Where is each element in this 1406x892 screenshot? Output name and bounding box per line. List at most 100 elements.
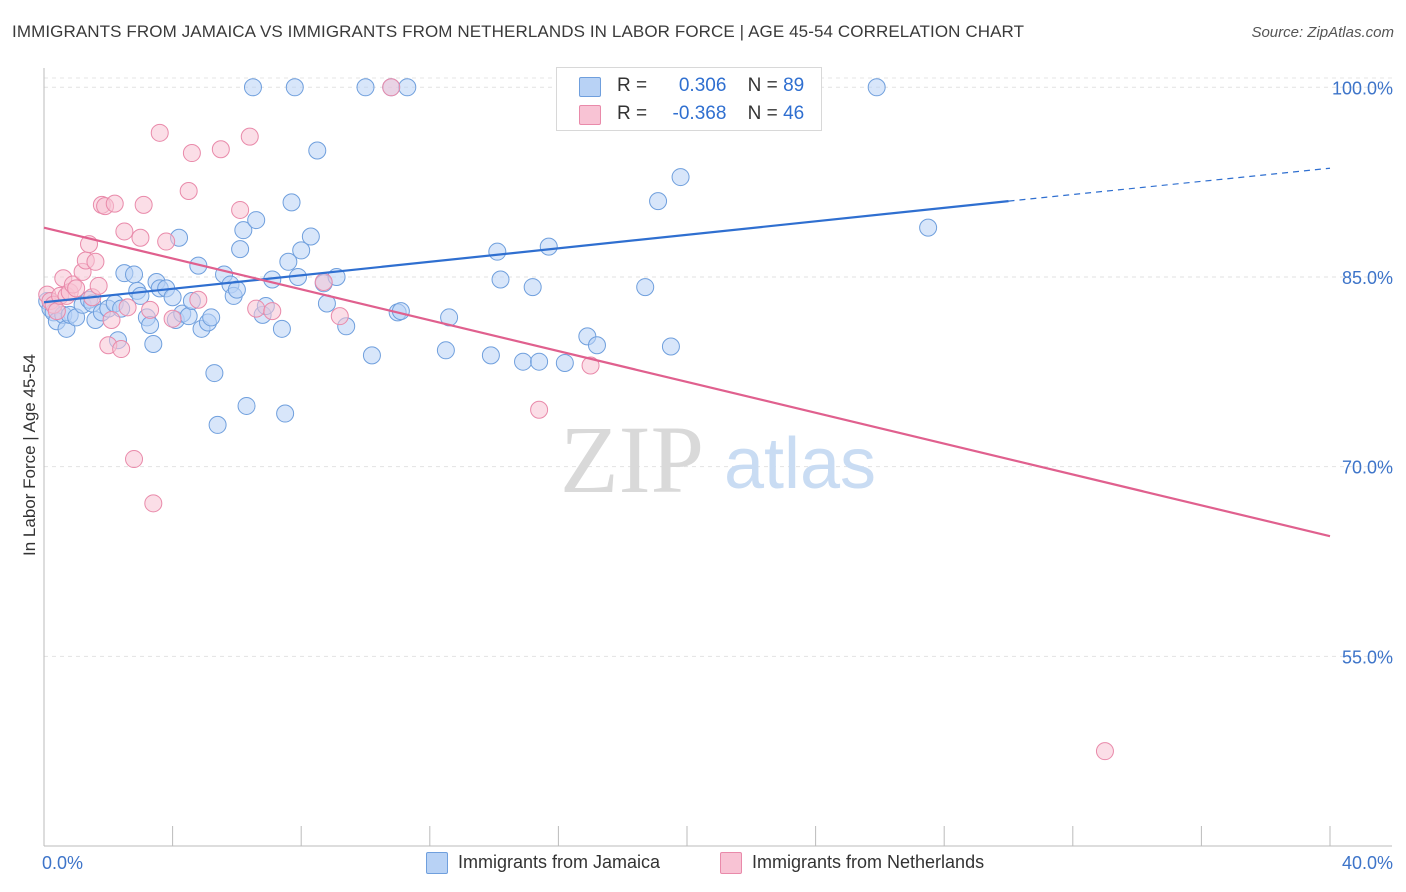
watermark: ZIP atlas (560, 406, 876, 513)
point-netherlands (150, 123, 169, 142)
point-jamaica (272, 319, 291, 338)
point-netherlands (102, 310, 121, 329)
point-netherlands (112, 340, 131, 359)
watermark-atlas: atlas (724, 424, 876, 504)
point-jamaica (919, 218, 938, 237)
tick-labels: 55.0% 70.0% 85.0% 100.0% 0.0% 40.0% (42, 78, 1393, 873)
point-netherlands (240, 127, 259, 146)
point-netherlands (144, 494, 163, 513)
y-axis-label: In Labor Force | Age 45-54 (20, 354, 39, 556)
point-jamaica (179, 307, 198, 326)
point-netherlands (1095, 742, 1114, 761)
y-tick-label: 85.0% (1342, 268, 1393, 288)
point-netherlands (67, 279, 86, 298)
legend-n-value-netherlands: 46 (783, 103, 805, 124)
point-jamaica (231, 240, 250, 259)
point-netherlands (231, 200, 250, 219)
point-netherlands (105, 194, 124, 213)
point-jamaica (301, 227, 320, 246)
point-jamaica (285, 78, 304, 97)
y-tick-label: 70.0% (1342, 458, 1393, 478)
point-jamaica (649, 192, 668, 211)
point-netherlands (247, 299, 266, 318)
point-jamaica (661, 337, 680, 356)
grid-lines (44, 77, 1392, 657)
point-jamaica (234, 221, 253, 240)
point-netherlands (89, 276, 108, 295)
trend-line-jamaica (43, 200, 1009, 304)
correlation-legend: R = 0.306 N = 89 R = -0.368 N = 46 (556, 67, 822, 131)
point-netherlands (163, 309, 182, 328)
point-jamaica (514, 352, 533, 371)
point-jamaica (398, 78, 417, 97)
point-jamaica (488, 242, 507, 261)
point-jamaica (243, 78, 262, 97)
point-netherlands (86, 252, 105, 271)
point-netherlands (382, 78, 401, 97)
legend-r-label: R = (617, 75, 648, 96)
point-netherlands (157, 232, 176, 251)
point-jamaica (202, 308, 221, 327)
watermark-zip: ZIP (560, 406, 704, 513)
bottom-legend-label-netherlands: Immigrants from Netherlands (752, 852, 985, 872)
point-jamaica (539, 237, 558, 256)
point-jamaica (587, 336, 606, 355)
point-jamaica (141, 316, 160, 335)
point-netherlands (125, 450, 144, 469)
point-jamaica (436, 341, 455, 360)
point-netherlands (189, 290, 208, 309)
point-jamaica (144, 334, 163, 353)
x-tick-label: 0.0% (42, 853, 83, 873)
trend-line-netherlands (43, 226, 1331, 538)
point-jamaica (867, 78, 886, 97)
point-jamaica (491, 270, 510, 289)
point-netherlands (530, 400, 549, 419)
point-netherlands (179, 181, 198, 200)
point-jamaica (308, 141, 327, 160)
legend-r-label: R = (617, 103, 648, 124)
point-netherlands (118, 298, 137, 317)
bottom-legend-netherlands: Immigrants from Netherlands (720, 852, 984, 876)
trend-line-jamaica-extension (1008, 167, 1331, 202)
point-netherlands (314, 273, 333, 292)
point-netherlands (141, 300, 160, 319)
bottom-legend-label-jamaica: Immigrants from Jamaica (458, 852, 661, 872)
chart-title: IMMIGRANTS FROM JAMAICA VS IMMIGRANTS FR… (12, 22, 1025, 41)
point-netherlands (182, 144, 201, 163)
point-jamaica (237, 396, 256, 415)
point-jamaica (523, 278, 542, 297)
trend-lines (43, 167, 1331, 538)
source-label: Source: ZipAtlas.com (1251, 24, 1394, 41)
point-jamaica (481, 346, 500, 365)
legend-n-label: N = (747, 75, 778, 96)
point-netherlands (134, 195, 153, 214)
y-tick-label: 100.0% (1332, 78, 1393, 98)
bottom-legend-jamaica: Immigrants from Jamaica (426, 852, 660, 876)
point-jamaica (282, 193, 301, 212)
point-jamaica (292, 241, 311, 260)
point-netherlands (131, 228, 150, 247)
y-tick-label: 55.0% (1342, 647, 1393, 667)
point-jamaica (530, 352, 549, 371)
point-netherlands (47, 302, 66, 321)
axes (43, 68, 1392, 847)
point-jamaica (636, 278, 655, 297)
bottom-legend-swatch-netherlands (720, 852, 742, 875)
point-netherlands (330, 307, 349, 326)
point-jamaica (247, 211, 266, 230)
point-jamaica (205, 364, 224, 383)
point-jamaica (356, 78, 375, 97)
point-jamaica (279, 252, 298, 271)
bottom-legend-swatch-jamaica (426, 852, 448, 875)
point-jamaica (362, 346, 381, 365)
point-jamaica (125, 265, 144, 284)
point-jamaica (163, 288, 182, 307)
legend-n-value-jamaica: 89 (783, 75, 805, 96)
x-tick-label: 40.0% (1342, 853, 1393, 873)
point-netherlands (263, 302, 282, 321)
point-jamaica (276, 404, 295, 423)
legend-swatch-jamaica (579, 77, 601, 97)
point-netherlands (115, 222, 134, 241)
point-netherlands (581, 356, 600, 375)
